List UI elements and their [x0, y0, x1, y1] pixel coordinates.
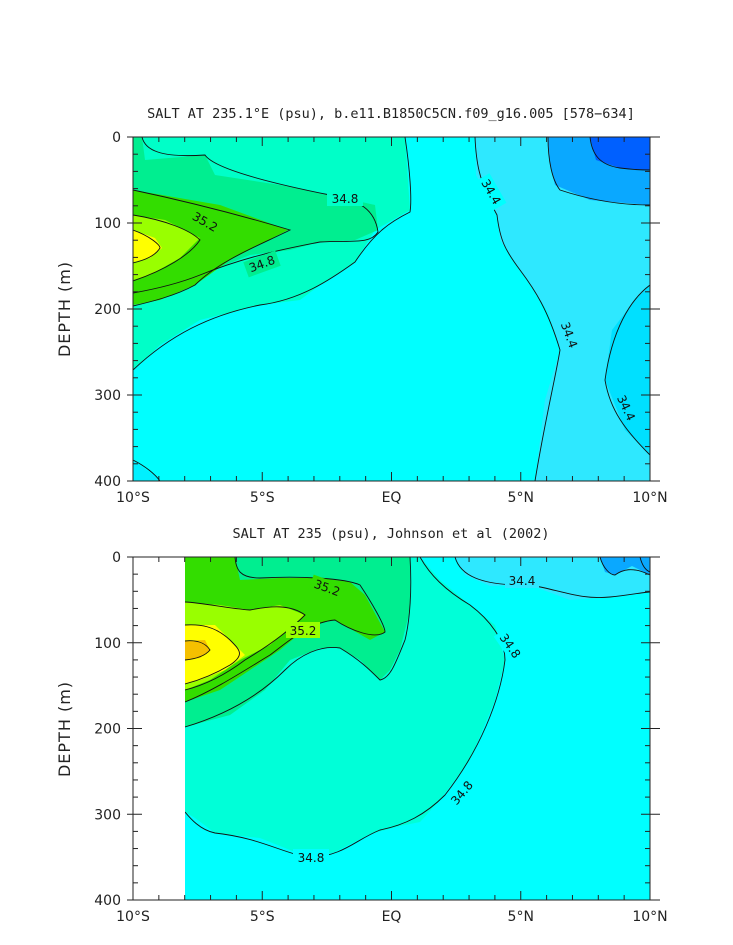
panel-bottom-ylabel: DEPTH (m)	[55, 681, 74, 777]
y-tick-label: 400	[94, 474, 121, 490]
panel-top: SALT AT 235.1°E (psu), b.e11.B1850C5CN.f…	[55, 106, 668, 506]
y-tick-label: 100	[94, 636, 121, 652]
x-tick-label: 5°N	[508, 909, 534, 925]
y-tick-label: 200	[94, 722, 121, 738]
panel-top-ylabel: DEPTH (m)	[55, 261, 74, 357]
contour-label: 34.8	[332, 192, 359, 206]
y-tick-label: 0	[112, 130, 121, 146]
x-tick-label: 10°N	[632, 490, 667, 506]
fill-low-north-bottom	[455, 557, 650, 600]
x-tick-label: EQ	[382, 490, 402, 506]
panel-bottom-contours	[185, 557, 650, 900]
contour-label: 34.4	[509, 574, 536, 588]
fill-high	[133, 190, 288, 305]
fill-base-north	[185, 557, 650, 900]
panel-bottom-contour-labels: 35.2 35.2 34.4 34.8 34.8 34.8	[286, 572, 539, 865]
fill-highest-bottom	[185, 625, 245, 684]
y-tick-label: 300	[94, 807, 121, 823]
panel-bottom-title: SALT AT 235 (psu), Johnson et al (2002)	[233, 526, 550, 542]
fill-low-north-deep	[605, 285, 650, 455]
fill-lowest-north	[590, 137, 650, 170]
x-tick-label: 5°N	[508, 490, 534, 506]
fill-low-north	[475, 137, 650, 481]
x-tick-label: 5°S	[250, 490, 275, 506]
contour-label: 35.2	[290, 624, 317, 638]
x-tick-label: EQ	[382, 909, 402, 925]
fill-lower-north-bottom	[600, 557, 650, 575]
panel-top-title: SALT AT 235.1°E (psu), b.e11.B1850C5CN.f…	[147, 106, 635, 122]
y-tick-label: 400	[94, 893, 121, 909]
panel-top-axes: 10°S 5°S EQ 5°N 10°N 0 100 200 300 400	[94, 130, 667, 506]
fill-higher	[133, 215, 200, 280]
panel-bottom: SALT AT 235 (psu), Johnson et al (2002)	[55, 526, 668, 925]
x-tick-label: 10°S	[116, 490, 150, 506]
panel-bottom-axes: 10°S 5°S EQ 5°N 10°N 0 100 200 300 400	[94, 550, 667, 925]
panel-top-contours	[133, 137, 650, 481]
y-tick-label: 0	[112, 550, 121, 566]
y-tick-label: 100	[94, 216, 121, 232]
contour-label: 34.8	[298, 851, 325, 865]
x-tick-label: 10°S	[116, 909, 150, 925]
y-tick-label: 200	[94, 302, 121, 318]
x-tick-label: 10°N	[632, 909, 667, 925]
fill-lowsouth-deep	[133, 460, 160, 481]
y-tick-label: 300	[94, 388, 121, 404]
x-tick-label: 5°S	[250, 909, 275, 925]
